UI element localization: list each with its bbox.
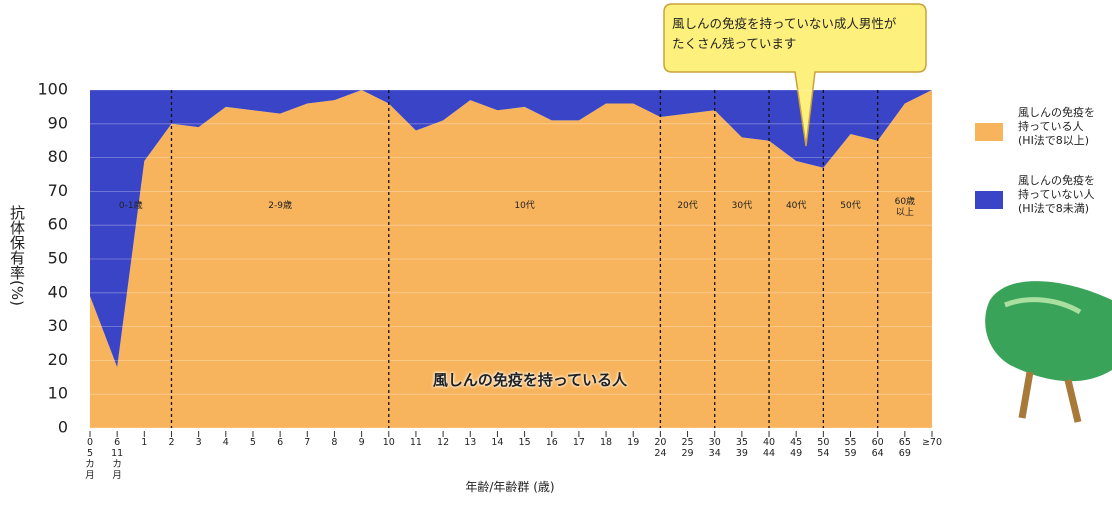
y-tick-label: 10 [48,384,68,403]
x-tick-label: 16 [545,437,558,448]
group-label: 60歳 以上 [894,197,916,218]
x-tick-label: 8 [331,437,338,448]
y-axis-label: 抗体保有率(%) [8,205,26,306]
group-label: 40代 [785,201,807,211]
callout-text: 風しんの免疫を持っていない成人男性が たくさん残っています [672,16,897,51]
legend-swatch [975,123,1003,141]
x-tick-label: 15 [518,437,531,448]
group-label: 2-9歳 [268,201,292,211]
legend-label: 風しんの免疫を 持っている人 (HI法で8以上) [1018,106,1095,147]
x-axis-label: 年齢/年齢群 (歳) [465,480,555,494]
y-tick-label: 30 [48,316,68,335]
x-tick-label: ≥70 [921,437,943,448]
group-label: 30代 [731,201,753,211]
x-tick-label: 9 [358,437,365,448]
y-tick-label: 50 [48,249,68,268]
y-tick-label: 70 [48,181,68,200]
x-tick-label: 40 44 [762,437,776,459]
area [90,90,932,428]
y-tick-label: 100 [37,80,68,99]
legend-swatch [975,191,1003,209]
x-tick-label: 6 11 カ 月 [111,437,124,481]
x-tick-label: 35 39 [735,437,748,459]
x-tick-label: 0 5 カ 月 [85,437,95,481]
y-tick-label: 20 [48,350,68,369]
group-label: 50代 [840,201,861,211]
x-tick-label: 10 [382,437,395,448]
x-tick-label: 12 [437,437,450,448]
x-tick-label: 17 [572,437,585,448]
x-tick-label: 25 29 [681,437,694,459]
x-tick-label: 6 [277,437,284,448]
y-tick-label: 80 [48,147,68,166]
cucumber-illustration [985,281,1112,423]
x-tick-label: 7 [304,437,311,448]
x-tick-label: 18 [600,437,613,448]
x-tick-label: 1 [141,437,148,448]
callout [663,3,927,147]
x-tick-label: 65 69 [898,437,911,459]
x-tick-label: 55 59 [844,437,857,459]
x-tick-label: 20 24 [654,437,667,459]
x-tick-label: 3 [195,437,202,448]
x-tick-label: 30 34 [708,437,721,459]
x-tick-label: 50 54 [817,437,830,459]
y-tick-label: 60 [48,215,68,234]
x-tick-label: 19 [627,437,640,448]
area [90,90,932,368]
x-tick-label: 60 64 [871,437,884,459]
x-tick-label: 45 49 [790,437,803,459]
x-tick-label: 14 [491,437,504,448]
x-tick-label: 13 [464,437,477,448]
y-tick-label: 0 [58,418,68,437]
x-tick-label: 11 [409,437,422,448]
legend-label: 風しんの免疫を 持っていない人 (HI法で8未満) [1018,174,1095,215]
group-label: 0-1歳 [118,201,143,211]
y-tick-label: 40 [48,282,68,301]
x-tick-label: 2 [168,437,175,448]
group-label: 20代 [677,201,698,211]
area-label: 風しんの免疫を持っている人 [432,371,628,389]
y-tick-label: 90 [48,113,68,132]
x-tick-label: 4 [222,437,229,448]
x-tick-label: 5 [249,437,256,448]
group-label: 10代 [514,201,535,211]
